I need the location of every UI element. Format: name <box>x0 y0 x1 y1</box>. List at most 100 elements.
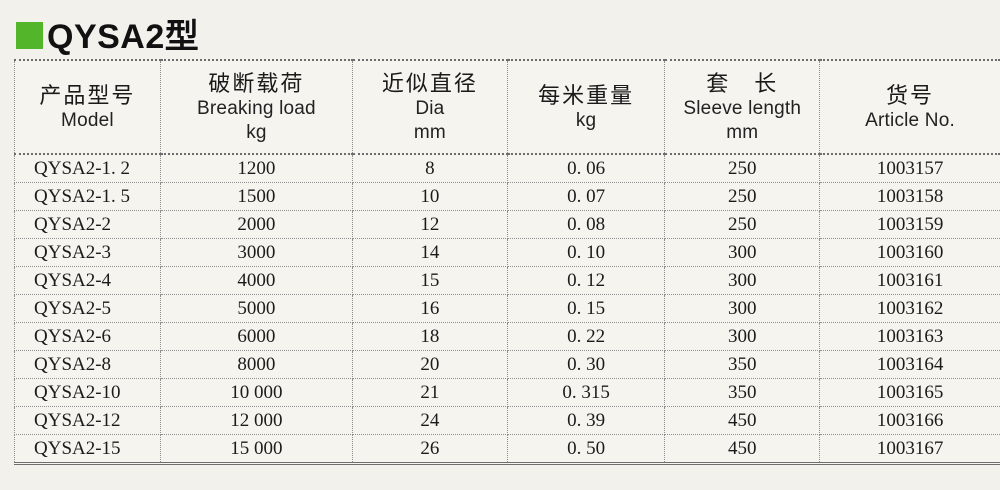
table-header-row: 产品型号 Model 破断载荷 Breaking load kg 近似直径 Dia mm 每米重… <box>14 59 1000 155</box>
cell: QYSA2-5 <box>14 294 161 323</box>
cell: QYSA2-1. 5 <box>14 182 161 211</box>
cell: 350 <box>664 378 821 407</box>
table-body: QYSA2-1. 2 1200 8 0. 06 250 1003157 QYSA2-1. 5… <box>14 153 1000 465</box>
cell: 6000 <box>159 322 354 351</box>
column-header-5: 套 长 Sleeve length mm <box>664 59 821 155</box>
header-line-en: Article No. <box>865 109 955 131</box>
cell: 1003166 <box>819 406 1000 435</box>
cell: 3000 <box>159 238 354 267</box>
header-line-unit: kg <box>246 121 267 143</box>
cell: 0. 08 <box>506 210 666 239</box>
column-header-2: 破断载荷 Breaking load kg <box>159 59 354 155</box>
header-line-en: Breaking load <box>197 97 316 119</box>
header-line-zh: 近似直径 <box>381 70 478 96</box>
cell: 10 000 <box>159 378 354 407</box>
cell: 300 <box>664 322 821 351</box>
cell: 18 <box>352 322 508 351</box>
cell: 0. 315 <box>506 378 666 407</box>
header-line-en: Sleeve length <box>683 97 802 119</box>
cell: QYSA2-1. 2 <box>14 153 161 183</box>
header-line-unit: mm <box>726 121 759 143</box>
cell: 4000 <box>159 266 354 295</box>
column-header-1: 产品型号 Model <box>14 59 161 155</box>
column-header-4: 每米重量 kg <box>506 59 666 155</box>
cell: 1200 <box>159 153 354 183</box>
cell: 5000 <box>159 294 354 323</box>
cell: 450 <box>664 434 821 465</box>
cell: 1003158 <box>819 182 1000 211</box>
cell: 1003165 <box>819 378 1000 407</box>
cell: 24 <box>352 406 508 435</box>
cell: 26 <box>352 434 508 465</box>
cell: 15 <box>352 266 508 295</box>
cell: 12 <box>352 210 508 239</box>
cell: 250 <box>664 210 821 239</box>
cell: QYSA2-6 <box>14 322 161 351</box>
header-line-zh: 产品型号 <box>39 82 136 108</box>
cell: 250 <box>664 182 821 211</box>
spec-table-wrapper: 产品型号 Model 破断载荷 Breaking load kg 近似直径 Dia mm 每米重… <box>14 59 1000 465</box>
cell: 15 000 <box>159 434 354 465</box>
header-line-zh: 破断载荷 <box>208 70 305 96</box>
table-row: QYSA2-10 10 000 21 0. 315 350 1003165 <box>14 378 1000 407</box>
cell: 1003157 <box>819 153 1000 183</box>
header-line-unit: kg <box>575 109 597 131</box>
page-title: QYSA2型 <box>47 18 200 56</box>
cell: 1500 <box>159 182 354 211</box>
cell: 250 <box>664 153 821 183</box>
cell: QYSA2-8 <box>14 350 161 379</box>
table-row: QYSA2-3 3000 14 0. 10 300 1003160 <box>14 238 1000 267</box>
header-line-zh: 套 长 <box>706 70 779 96</box>
cell: 0. 06 <box>506 153 666 183</box>
table-row: QYSA2-15 15 000 26 0. 50 450 1003167 <box>14 434 1000 465</box>
cell: 0. 12 <box>506 266 666 295</box>
table-row: QYSA2-8 8000 20 0. 30 350 1003164 <box>14 350 1000 379</box>
title-bar: QYSA2型 <box>16 9 199 58</box>
cell: 0. 50 <box>506 434 666 465</box>
cell: 10 <box>352 182 508 211</box>
table-row: QYSA2-2 2000 12 0. 08 250 1003159 <box>14 210 1000 239</box>
header-line-unit: mm <box>413 121 446 143</box>
cell: QYSA2-4 <box>14 266 161 295</box>
header-line-en: Model <box>61 109 114 131</box>
cell: 0. 30 <box>506 350 666 379</box>
cell: 0. 22 <box>506 322 666 351</box>
cell: 350 <box>664 350 821 379</box>
header-line-zh: 货号 <box>886 82 935 108</box>
header-line-en: Dia <box>415 97 445 119</box>
cell: 1003162 <box>819 294 1000 323</box>
cell: 300 <box>664 266 821 295</box>
table-row: QYSA2-5 5000 16 0. 15 300 1003162 <box>14 294 1000 323</box>
table-row: QYSA2-1. 5 1500 10 0. 07 250 1003158 <box>14 182 1000 211</box>
cell: 300 <box>664 294 821 323</box>
cell: 300 <box>664 238 821 267</box>
cell: QYSA2-15 <box>14 434 161 465</box>
cell: 12 000 <box>159 406 354 435</box>
cell: QYSA2-3 <box>14 238 161 267</box>
cell: 450 <box>664 406 821 435</box>
cell: 1003159 <box>819 210 1000 239</box>
cell: 14 <box>352 238 508 267</box>
table-row: QYSA2-6 6000 18 0. 22 300 1003163 <box>14 322 1000 351</box>
cell: 2000 <box>159 210 354 239</box>
cell: 0. 10 <box>506 238 666 267</box>
green-square-icon <box>16 22 43 49</box>
cell: 1003161 <box>819 266 1000 295</box>
header-line-zh: 每米重量 <box>538 82 635 108</box>
cell: 20 <box>352 350 508 379</box>
column-header-3: 近似直径 Dia mm <box>352 59 508 155</box>
cell: 0. 07 <box>506 182 666 211</box>
spec-table: 产品型号 Model 破断载荷 Breaking load kg 近似直径 Dia mm 每米重… <box>14 59 1000 465</box>
cell: QYSA2-10 <box>14 378 161 407</box>
table-row: QYSA2-12 12 000 24 0. 39 450 1003166 <box>14 406 1000 435</box>
cell: 16 <box>352 294 508 323</box>
cell: 1003164 <box>819 350 1000 379</box>
column-header-6: 货号 Article No. <box>819 59 1000 155</box>
table-row: QYSA2-1. 2 1200 8 0. 06 250 1003157 <box>14 153 1000 183</box>
cell: 21 <box>352 378 508 407</box>
cell: 0. 39 <box>506 406 666 435</box>
table-row: QYSA2-4 4000 15 0. 12 300 1003161 <box>14 266 1000 295</box>
cell: QYSA2-12 <box>14 406 161 435</box>
cell: 1003167 <box>819 434 1000 465</box>
